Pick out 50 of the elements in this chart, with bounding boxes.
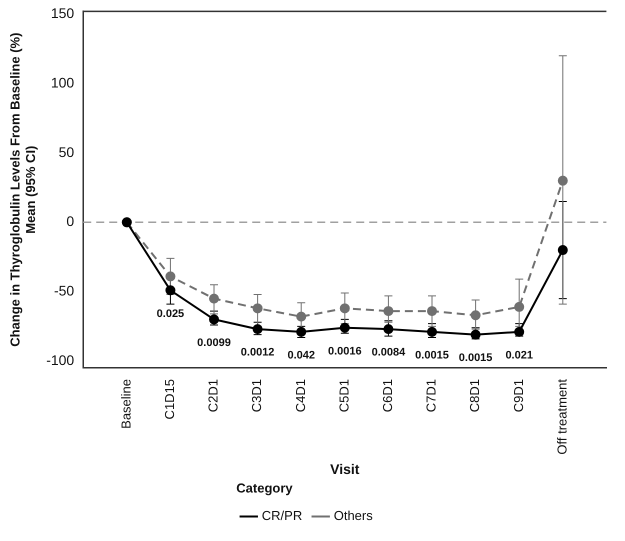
x-tick-label: C2D1: [206, 378, 221, 412]
y-tick-label: 100: [50, 74, 74, 90]
annotation: 0.0016: [328, 345, 362, 358]
point: [252, 324, 263, 334]
point: [165, 271, 176, 282]
x-tick-label: C1D15: [162, 378, 177, 420]
y-tick-label: 50: [58, 144, 74, 160]
annotation: 0.025: [156, 308, 184, 320]
x-tick-label: C5D1: [336, 378, 352, 412]
annotation: 0.0084: [372, 346, 406, 359]
legend-title: Category: [236, 480, 294, 496]
x-tick-label: C3D1: [249, 378, 264, 412]
point: [165, 285, 176, 296]
point: [514, 302, 524, 312]
point: [470, 310, 481, 320]
x-tick-label: C7D1: [424, 378, 439, 412]
annotation: 0.042: [287, 349, 315, 362]
legend-label: Others: [334, 508, 374, 524]
x-tick-label: C6D1: [380, 378, 395, 412]
annotation: 0.0015: [415, 349, 449, 362]
point: [514, 326, 524, 337]
x-tick-label: Off treatment: [554, 378, 570, 455]
point: [558, 245, 568, 256]
x-tick-label: Baseline: [118, 378, 134, 429]
legend-label: CR/PR: [262, 508, 302, 524]
point: [209, 314, 220, 324]
point: [252, 303, 263, 314]
point: [427, 306, 438, 316]
y-tick-label: 150: [50, 5, 74, 22]
y-axis-title: Change in Thyroglobulin Levels From Baseline (%) Mean (95% CI): [7, 32, 38, 347]
point: [427, 326, 438, 337]
x-tick-label: C9D1: [510, 378, 526, 412]
annotation: 0.0012: [240, 346, 274, 359]
point: [296, 312, 306, 322]
x-axis-title: Visit: [330, 460, 360, 477]
annotation: 0.0099: [197, 336, 231, 349]
point: [383, 324, 394, 334]
annotation: 0.0015: [458, 352, 492, 364]
point: [209, 294, 220, 304]
point: [470, 330, 481, 340]
point: [340, 303, 350, 314]
x-tick-label: C8D1: [467, 378, 482, 412]
y-tick-label: -50: [54, 282, 74, 299]
y-tick-label: 0: [66, 213, 74, 230]
point: [383, 306, 394, 316]
annotation: 0.021: [505, 349, 533, 362]
y-tick-label: -100: [46, 352, 74, 368]
x-tick-label: C4D1: [292, 378, 308, 412]
point: [340, 322, 350, 333]
point: [558, 176, 568, 186]
